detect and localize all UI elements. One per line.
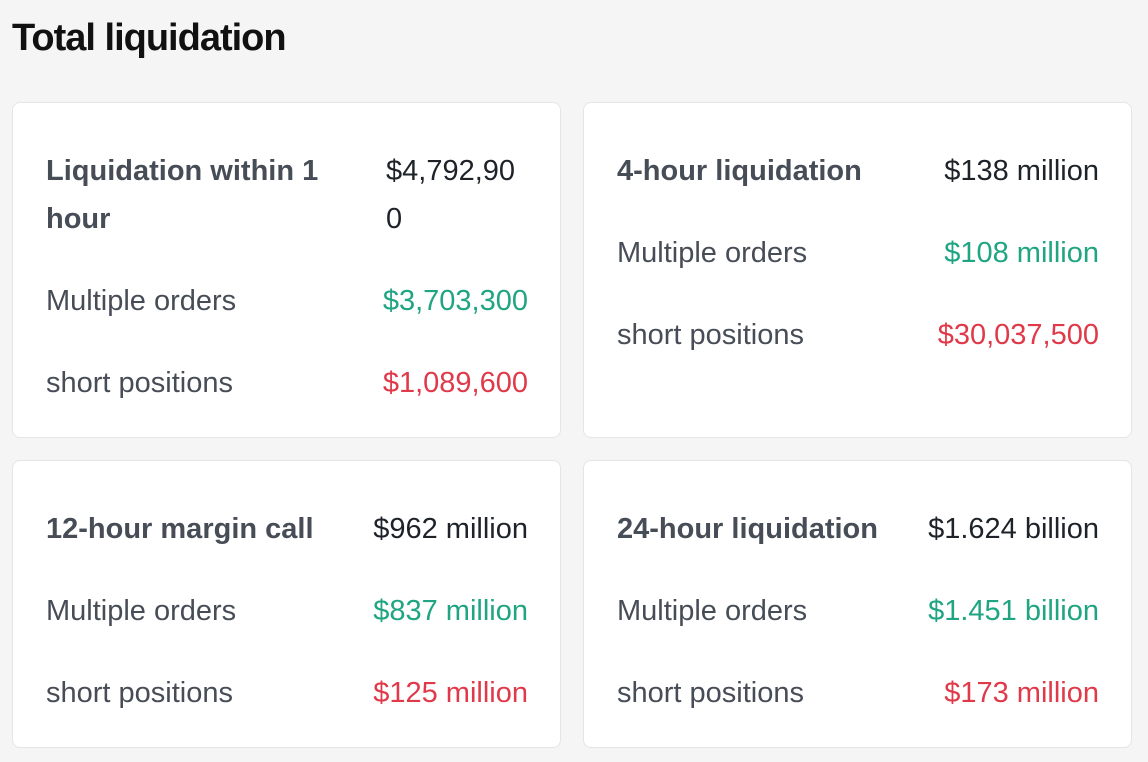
liquidation-card-12h: 12-hour margin call $962 million Multipl… xyxy=(12,460,561,748)
short-positions-value: $1,089,600 xyxy=(382,367,528,399)
short-positions-value: $30,037,500 xyxy=(937,319,1099,351)
total-liquidation-value: $4,792,900 xyxy=(386,155,516,235)
long-orders-row: Multiple orders $3,703,300 xyxy=(46,277,528,325)
short-positions-label: short positions xyxy=(617,677,804,709)
short-positions-label: short positions xyxy=(46,677,233,709)
short-positions-label: short positions xyxy=(617,319,804,351)
total-liquidation-value: $138 million xyxy=(944,155,1099,187)
long-orders-value: $108 million xyxy=(944,237,1099,269)
short-positions-value: $125 million xyxy=(373,677,528,709)
short-positions-row: short positions $125 million xyxy=(46,669,528,717)
card-header-row: 4-hour liquidation $138 million xyxy=(617,147,1099,195)
liquidation-card-1h: Liquidation within 1 hour $4,792,900 Mul… xyxy=(12,102,561,438)
long-orders-row: Multiple orders $837 million xyxy=(46,587,528,635)
short-positions-row: short positions $30,037,500 xyxy=(617,311,1099,359)
short-positions-label: short positions xyxy=(46,367,233,399)
long-orders-value: $837 million xyxy=(373,595,528,627)
card-title: 4-hour liquidation xyxy=(617,155,862,187)
card-title: 12-hour margin call xyxy=(46,513,314,545)
long-orders-row: Multiple orders $1.451 billion xyxy=(617,587,1099,635)
long-orders-label: Multiple orders xyxy=(617,595,808,627)
card-header-row: 12-hour margin call $962 million xyxy=(46,505,528,553)
card-title: Liquidation within 1 hour xyxy=(46,155,319,235)
long-orders-value: $3,703,300 xyxy=(382,285,528,317)
liquidation-card-24h: 24-hour liquidation $1.624 billion Multi… xyxy=(583,460,1132,748)
total-liquidation-value: $962 million xyxy=(373,513,528,545)
long-orders-label: Multiple orders xyxy=(617,237,808,269)
card-header-row: 24-hour liquidation $1.624 billion xyxy=(617,505,1099,553)
liquidation-card-4h: 4-hour liquidation $138 million Multiple… xyxy=(583,102,1132,438)
card-title: 24-hour liquidation xyxy=(617,513,878,545)
long-orders-row: Multiple orders $108 million xyxy=(617,229,1099,277)
total-liquidation-value: $1.624 billion xyxy=(928,513,1099,545)
short-positions-value: $173 million xyxy=(944,677,1099,709)
short-positions-row: short positions $173 million xyxy=(617,669,1099,717)
long-orders-label: Multiple orders xyxy=(46,595,237,627)
long-orders-label: Multiple orders xyxy=(46,285,237,317)
long-orders-value: $1.451 billion xyxy=(928,595,1099,627)
card-header-row: Liquidation within 1 hour $4,792,900 xyxy=(46,147,528,243)
short-positions-row: short positions $1,089,600 xyxy=(46,359,528,407)
page-title: Total liquidation xyxy=(12,17,287,59)
